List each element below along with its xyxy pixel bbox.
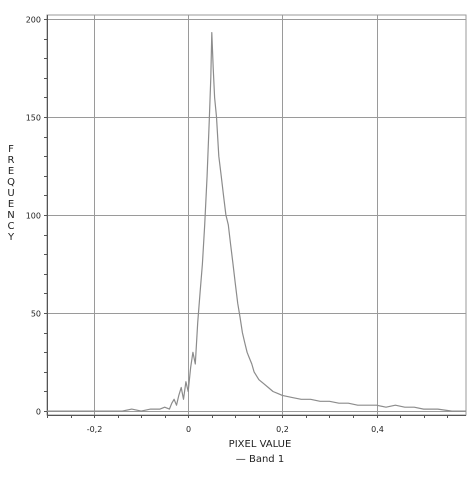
series-line-band-1 <box>47 31 466 412</box>
x-tick-label: 0,2 <box>276 425 289 434</box>
x-tick-label: 0 <box>186 425 191 434</box>
y-tick-label: 200 <box>26 16 41 25</box>
label-layer: PIXEL VALUE — Band 1 0 50 100 150 200 -0,2 0 0,… <box>26 16 384 466</box>
y-tick-label: 0 <box>36 408 41 417</box>
series-layer <box>47 31 466 412</box>
y-axis-title-letter: Q <box>7 177 15 188</box>
y-axis-title-letter: U <box>7 188 14 199</box>
y-axis-title-letter: E <box>8 199 14 210</box>
y-axis-title-letter: C <box>8 221 15 232</box>
y-tick-label: 50 <box>31 310 41 319</box>
x-axis-title: PIXEL VALUE <box>229 439 292 450</box>
x-tick-label: 0,4 <box>371 425 384 434</box>
axis-layer <box>44 15 466 418</box>
y-tick-label: 100 <box>26 212 41 221</box>
y-axis-title-letter: F <box>8 144 14 155</box>
y-axis-title-letter: N <box>7 210 14 221</box>
y-tick-label: 150 <box>26 114 41 123</box>
y-axis-title-letter: E <box>8 166 14 177</box>
y-axis-title-letter: R <box>8 155 15 166</box>
y-axis-title-letter: Y <box>7 232 15 243</box>
grid-layer <box>46 14 467 416</box>
x-tick-label: -0,2 <box>87 425 103 434</box>
legend-entry-band-1: — Band 1 <box>236 454 284 465</box>
